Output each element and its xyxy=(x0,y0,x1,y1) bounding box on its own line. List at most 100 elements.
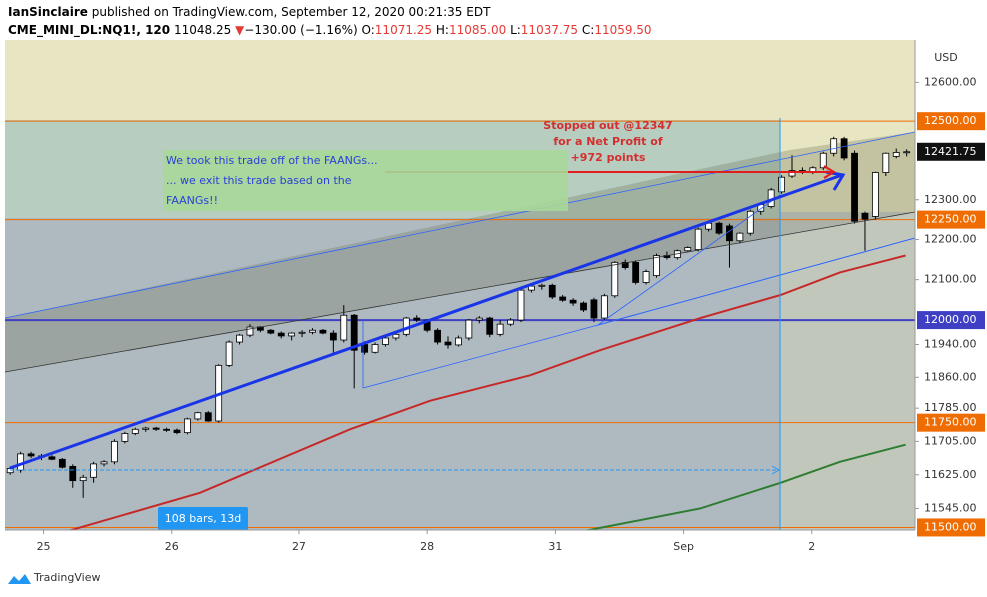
price-line-label: 11750.00 xyxy=(924,416,977,429)
result-line: for a Net Profit of xyxy=(553,135,662,148)
x-tick-label: 2 xyxy=(808,540,815,553)
range-label: 108 bars, 13d xyxy=(165,512,241,525)
y-tick-label: 12200.00 xyxy=(924,233,977,246)
last-price-tag xyxy=(917,142,985,161)
candle-body xyxy=(121,433,129,442)
candle-body xyxy=(184,418,191,434)
candle-body xyxy=(371,344,379,353)
candle-body xyxy=(538,284,546,287)
candle-body xyxy=(319,329,327,334)
candle-body xyxy=(413,317,421,321)
candle-body xyxy=(819,152,827,169)
candle-body xyxy=(892,152,900,157)
candle-body xyxy=(507,319,514,325)
y-tick-label: 11625.00 xyxy=(924,468,977,481)
candle-body xyxy=(611,261,619,297)
y-tick-label: 12100.00 xyxy=(924,273,977,286)
candle-body xyxy=(528,285,535,291)
trade-arrow xyxy=(9,173,843,470)
candle-body xyxy=(746,210,754,234)
candle-body xyxy=(236,334,243,343)
candle-body xyxy=(90,463,98,478)
currency: USD xyxy=(934,51,958,64)
candle-body xyxy=(903,151,911,154)
c-value: 11059.50 xyxy=(594,23,651,37)
candle-body xyxy=(288,332,296,337)
axes: USD 12600.00 12300.00 12200.00 12100.00 1194… xyxy=(5,40,985,553)
candle-body xyxy=(871,172,879,217)
candle-body xyxy=(861,212,869,220)
candle-body xyxy=(225,341,233,366)
logo-icon xyxy=(8,574,31,584)
drawings: We took this trade off of the FAANGs... … xyxy=(5,118,915,530)
y-tick-label: 12300.00 xyxy=(924,193,977,206)
candle-body xyxy=(329,332,337,341)
candle-body xyxy=(559,296,567,301)
moving-average xyxy=(67,254,906,530)
plot xyxy=(5,120,915,530)
o-value: 11071.25 xyxy=(375,23,432,37)
symbol-line: CME_MINI_DL:NQ1!, 120 11048.25 ▼−130.00 … xyxy=(8,23,652,38)
candle-body xyxy=(840,138,848,159)
candle-body xyxy=(246,326,254,336)
price-line-tag xyxy=(917,518,985,537)
logo: TradingView xyxy=(8,571,100,584)
candle-body xyxy=(882,152,890,173)
channel-top xyxy=(5,131,915,319)
range-box xyxy=(158,507,248,530)
candle-body xyxy=(788,170,796,177)
price-line-label: 12250.00 xyxy=(924,213,977,226)
y-tick-label: 11860.00 xyxy=(924,370,977,383)
y-tick-label: 12600.00 xyxy=(924,75,977,88)
candle-body xyxy=(267,329,275,334)
candle-body xyxy=(350,314,358,351)
price-line-tag xyxy=(917,311,985,330)
candle-body xyxy=(590,299,598,319)
candle-body xyxy=(569,299,577,304)
right-zone xyxy=(780,212,915,530)
header-line: IanSinclaire published on TradingView.co… xyxy=(8,5,491,19)
price-line-label: 12000.00 xyxy=(924,313,977,326)
result-line: Stopped out @12347 xyxy=(543,119,672,132)
candle-body xyxy=(548,284,556,298)
candle-body xyxy=(475,317,483,321)
x-tick-label: 31 xyxy=(548,540,562,553)
note-line: We took this trade off of the FAANGs... xyxy=(166,154,378,167)
x-tick-label: 28 xyxy=(420,540,434,553)
y-tick-label: 11940.00 xyxy=(924,338,977,351)
symbol: CME_MINI_DL:NQ1!, 120 xyxy=(8,23,170,38)
candle-body xyxy=(142,427,150,430)
range-arrow xyxy=(771,465,781,475)
candle-body xyxy=(382,337,389,345)
l-value: 11037.75 xyxy=(521,23,578,37)
candle-body xyxy=(27,453,35,457)
price-line-label: 12500.00 xyxy=(924,114,977,127)
channel xyxy=(5,132,915,372)
price-line-tag xyxy=(917,413,985,432)
price-line-label: 11500.00 xyxy=(924,520,977,533)
background xyxy=(5,40,915,530)
published: published on TradingView.com, September … xyxy=(92,5,491,19)
candle-body xyxy=(684,247,692,252)
y-tick-label: 11545.00 xyxy=(924,501,977,514)
candle-body xyxy=(496,323,504,335)
y-tick-label: 11705.00 xyxy=(924,434,977,447)
c-label: C: xyxy=(582,23,594,37)
candle-body xyxy=(392,333,400,339)
candle-body xyxy=(48,456,56,460)
candle-body xyxy=(298,331,306,334)
candle-body xyxy=(726,225,733,242)
candle-body xyxy=(340,314,348,341)
candle-body xyxy=(434,329,441,343)
candle-body xyxy=(100,461,108,465)
candle-body xyxy=(517,289,525,321)
candle-body xyxy=(621,261,629,268)
channel-bottom xyxy=(5,211,915,373)
candle-body xyxy=(152,427,160,430)
author: IanSinclaire xyxy=(8,5,88,19)
result-line: +972 points xyxy=(571,151,646,164)
candle-body xyxy=(486,317,494,335)
candle-body xyxy=(778,176,785,193)
trend-line xyxy=(597,237,915,326)
